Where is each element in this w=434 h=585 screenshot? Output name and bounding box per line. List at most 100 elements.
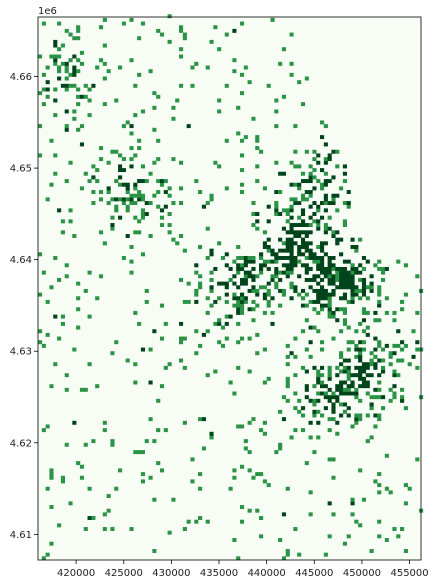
heatmap-cell xyxy=(45,65,50,70)
heatmap-cell xyxy=(308,398,313,403)
y-tick-label: 4.64 xyxy=(10,255,32,266)
heatmap-cell xyxy=(232,303,237,308)
heatmap-cell xyxy=(316,208,321,213)
heatmap-cell xyxy=(396,329,401,334)
heatmap-cell xyxy=(156,157,161,162)
heatmap-cell xyxy=(137,190,142,195)
heatmap-cell xyxy=(57,65,62,70)
heatmap-cell xyxy=(57,54,62,59)
heatmap-cell xyxy=(308,299,313,304)
heatmap-cell xyxy=(213,25,218,30)
heatmap-cell xyxy=(289,281,294,286)
heatmap-cell xyxy=(102,241,107,246)
heatmap-cell xyxy=(346,358,351,363)
heatmap-cell xyxy=(209,39,214,44)
heatmap-cell xyxy=(297,215,302,220)
heatmap-cell xyxy=(129,259,134,264)
heatmap-cell xyxy=(377,318,382,323)
heatmap-cell xyxy=(365,332,370,337)
heatmap-cell xyxy=(247,80,252,85)
heatmap-cell xyxy=(320,266,325,271)
heatmap-cell xyxy=(118,168,123,173)
heatmap-cell xyxy=(186,299,191,304)
heatmap-cell xyxy=(304,461,309,466)
heatmap-cell xyxy=(354,285,359,290)
heatmap-cell xyxy=(327,270,332,275)
heatmap-cell xyxy=(316,435,321,440)
heatmap-cell xyxy=(289,237,294,242)
heatmap-cell xyxy=(68,58,73,63)
heatmap-cell xyxy=(152,193,157,198)
heatmap-cell xyxy=(388,354,393,359)
heatmap-cell xyxy=(285,486,290,491)
heatmap-cell xyxy=(380,358,386,363)
heatmap-cell xyxy=(312,413,317,418)
heatmap-cell xyxy=(293,373,298,378)
heatmap-cell xyxy=(236,365,241,370)
heatmap-cell xyxy=(308,179,313,184)
heatmap-cell xyxy=(354,288,359,293)
heatmap-cell xyxy=(323,395,328,400)
heatmap-cell xyxy=(304,241,309,246)
heatmap-cell xyxy=(300,252,306,257)
heatmap-cell xyxy=(179,201,184,206)
heatmap-cell xyxy=(194,292,199,297)
heatmap-cell xyxy=(247,270,252,275)
heatmap-cell xyxy=(316,263,321,268)
heatmap-cell xyxy=(278,446,283,451)
heatmap-cell xyxy=(106,186,111,191)
heatmap-cell xyxy=(140,21,146,26)
heatmap-cell xyxy=(327,226,332,231)
heatmap-cell xyxy=(312,252,317,257)
heatmap-cell xyxy=(171,237,176,242)
heatmap-cell xyxy=(79,475,85,480)
heatmap-cell xyxy=(369,395,374,400)
heatmap-cell xyxy=(392,318,397,323)
heatmap-cell xyxy=(60,219,65,224)
heatmap-cell xyxy=(278,303,283,308)
heatmap-cell xyxy=(140,212,146,216)
heatmap-cell xyxy=(342,318,347,323)
heatmap-cell xyxy=(274,255,279,260)
heatmap-cell xyxy=(403,406,408,411)
heatmap-cell xyxy=(156,204,161,209)
heatmap-cell xyxy=(392,391,397,396)
heatmap-cell xyxy=(316,245,321,249)
heatmap-cell xyxy=(152,549,157,553)
heatmap-cell xyxy=(140,208,146,213)
heatmap-cell xyxy=(133,186,138,191)
heatmap-cell xyxy=(247,274,252,279)
heatmap-cell xyxy=(342,270,347,275)
heatmap-cell xyxy=(190,457,195,462)
heatmap-cell xyxy=(354,420,359,425)
heatmap-cell xyxy=(354,292,359,297)
heatmap-cell xyxy=(342,358,347,363)
heatmap-cell xyxy=(38,252,43,257)
heatmap-cell xyxy=(300,208,306,213)
heatmap-cell xyxy=(365,373,370,378)
heatmap-cell xyxy=(255,146,260,151)
heatmap-cell xyxy=(346,277,351,282)
heatmap-cell xyxy=(300,303,306,308)
heatmap-cell xyxy=(278,237,283,242)
heatmap-cell xyxy=(384,453,389,458)
heatmap-cell xyxy=(323,201,328,206)
heatmap-cell xyxy=(293,197,298,202)
heatmap-cell xyxy=(320,255,325,260)
heatmap-cell xyxy=(236,299,241,304)
heatmap-cell xyxy=(262,292,267,297)
heatmap-cell xyxy=(300,219,306,224)
heatmap-cell xyxy=(354,248,359,253)
heatmap-cell xyxy=(339,307,344,312)
heatmap-cell xyxy=(320,347,325,352)
heatmap-cell xyxy=(293,259,298,264)
heatmap-cell xyxy=(316,373,321,378)
heatmap-cell xyxy=(369,362,374,367)
heatmap-cell xyxy=(60,475,65,480)
heatmap-cell xyxy=(110,439,115,444)
heatmap-cell xyxy=(327,428,332,433)
heatmap-cell xyxy=(266,266,271,271)
heatmap-cell xyxy=(293,201,298,206)
heatmap-cell xyxy=(297,409,302,414)
heatmap-cell xyxy=(140,164,146,169)
